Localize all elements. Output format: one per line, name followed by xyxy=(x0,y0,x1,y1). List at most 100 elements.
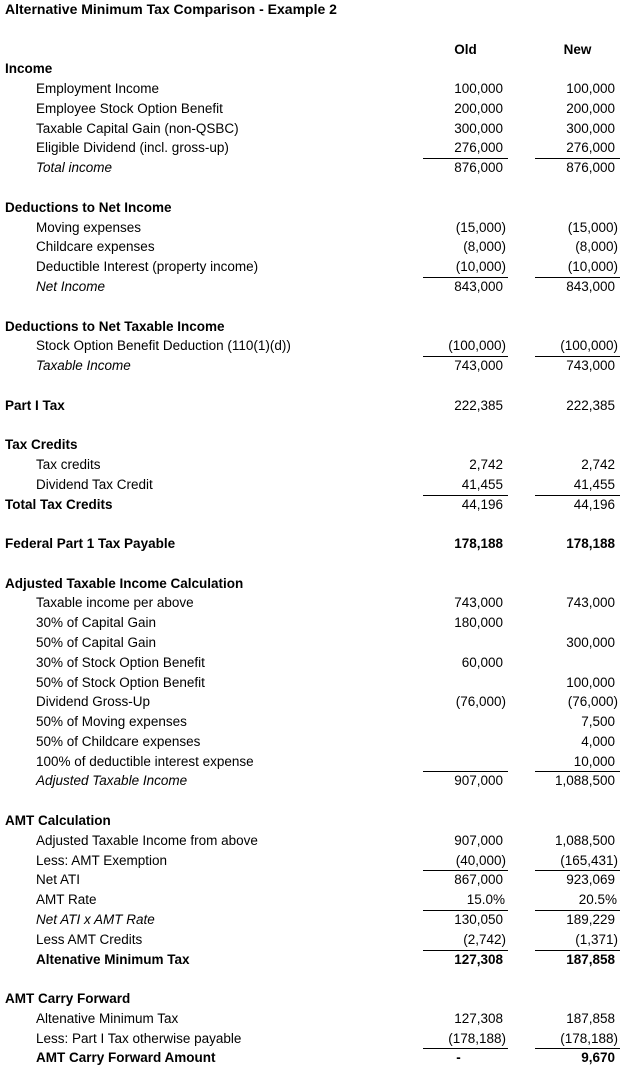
table-row: Employee Stock Option Benefit 200,000 200,… xyxy=(0,99,624,119)
section-label: Deductions to Net Taxable Income xyxy=(5,318,225,334)
table-row: Taxable Capital Gain (non-QSBC) 300,000 30… xyxy=(0,119,624,139)
old-value xyxy=(423,732,508,752)
row-label: 30% of Stock Option Benefit xyxy=(36,654,205,670)
column-gap xyxy=(508,653,535,673)
row-label: Adjusted Taxable Income from above xyxy=(36,832,258,848)
old-value: 100,000 xyxy=(454,81,503,97)
row-label: Net ATI xyxy=(36,872,81,888)
old-value: (40,000) xyxy=(423,851,508,872)
old-value xyxy=(423,435,508,455)
old-value xyxy=(423,59,508,79)
old-value xyxy=(423,574,508,594)
section-header-row: AMT Calculation xyxy=(0,811,624,831)
old-value xyxy=(423,673,508,693)
spacer-row xyxy=(0,297,624,317)
table-row: 50% of Childcare expenses 4,000 xyxy=(0,732,624,752)
row-label: 50% of Stock Option Benefit xyxy=(36,674,205,690)
table-row: Employment Income 100,000 100,000 xyxy=(0,79,624,99)
new-value: 100,000 xyxy=(566,81,615,97)
new-value: 743,000 xyxy=(566,595,615,611)
column-gap xyxy=(508,910,535,930)
row-label: Childcare expenses xyxy=(36,239,155,255)
column-gap xyxy=(508,138,535,159)
old-value: (178,188) xyxy=(423,1029,508,1050)
old-value xyxy=(423,633,508,653)
row-label: Net Income xyxy=(36,278,106,294)
column-gap xyxy=(508,475,535,496)
row-label: Dividend Tax Credit xyxy=(36,476,153,492)
old-value: (100,000) xyxy=(423,336,508,358)
column-gap xyxy=(508,99,535,119)
new-value: 300,000 xyxy=(566,635,615,650)
row-label: 50% of Capital Gain xyxy=(36,635,157,650)
page-title: Alternative Minimum Tax Comparison - Exa… xyxy=(5,1,337,17)
old-value: 743,000 xyxy=(454,595,503,611)
section-header-row: Adjusted Taxable Income Calculation xyxy=(0,574,624,594)
new-value: (1,371) xyxy=(535,930,620,951)
spacer-row xyxy=(0,376,624,396)
table-row: Part I Tax 222,385 222,385 xyxy=(0,396,624,416)
table-row: 30% of Stock Option Benefit 60,000 xyxy=(0,653,624,673)
old-value: 60,000 xyxy=(461,654,503,670)
table-row: Net ATI x AMT Rate 130,050 189,229 xyxy=(0,910,624,930)
column-gap xyxy=(508,851,535,872)
column-gap xyxy=(508,218,535,238)
section-label: Adjusted Taxable Income Calculation xyxy=(5,575,244,591)
row-label: 30% of Capital Gain xyxy=(36,615,157,631)
column-gap xyxy=(508,771,535,791)
old-value xyxy=(423,317,508,337)
column-gap xyxy=(508,435,535,455)
title-row: Alternative Minimum Tax Comparison - Exa… xyxy=(0,0,624,20)
table-row: 100% of deductible interest expense 10,00… xyxy=(0,752,624,773)
old-value: 907,000 xyxy=(454,773,503,789)
table-row: Taxable income per above 743,000 743,000 xyxy=(0,593,624,613)
row-label: Deductible Interest (property income) xyxy=(36,259,259,275)
column-gap xyxy=(508,356,535,376)
table-row: Less AMT Credits (2,742) (1,371) xyxy=(0,930,624,951)
row-label: Moving expenses xyxy=(36,219,142,235)
table-row: Dividend Tax Credit 41,455 41,455 xyxy=(0,475,624,496)
column-gap xyxy=(508,198,535,218)
row-label: Employee Stock Option Benefit xyxy=(36,100,223,116)
new-value: 9,670 xyxy=(581,1050,615,1066)
column-gap xyxy=(508,336,535,357)
column-gap xyxy=(508,950,535,970)
column-gap xyxy=(508,158,535,178)
old-value: 127,308 xyxy=(454,1010,503,1026)
column-gap xyxy=(508,59,535,79)
old-value: 200,000 xyxy=(454,100,503,116)
row-label: AMT Rate xyxy=(36,892,97,908)
old-value: (10,000) xyxy=(423,257,508,278)
table-row: Federal Part 1 Tax Payable 178,188 178,188 xyxy=(0,534,624,554)
column-gap xyxy=(508,673,535,693)
row-label: Federal Part 1 Tax Payable xyxy=(5,536,176,552)
new-value: 178,188 xyxy=(566,536,615,552)
column-gap xyxy=(508,692,535,712)
new-value xyxy=(535,574,620,594)
new-value xyxy=(535,613,620,633)
table-row: Moving expenses (15,000) (15,000) xyxy=(0,218,624,238)
old-value: 222,385 xyxy=(454,397,503,413)
column-gap xyxy=(508,396,535,416)
new-value xyxy=(535,198,620,218)
new-value: 100,000 xyxy=(566,674,615,690)
row-label: Stock Option Benefit Deduction (110(1)(d… xyxy=(36,338,291,354)
new-value: (165,431) xyxy=(535,851,620,872)
new-value: 923,069 xyxy=(566,872,615,888)
row-label: Dividend Gross-Up xyxy=(36,694,151,710)
row-label: Eligible Dividend (incl. gross-up) xyxy=(36,140,229,156)
new-value xyxy=(535,811,620,831)
old-value: 2,742 xyxy=(469,456,503,472)
spacer-row xyxy=(0,514,624,534)
old-value: 743,000 xyxy=(454,358,503,374)
column-gap xyxy=(508,237,535,257)
row-label: Taxable Income xyxy=(36,358,131,374)
column-gap xyxy=(508,890,535,911)
column-gap xyxy=(508,574,535,594)
section-label: AMT Calculation xyxy=(5,813,111,829)
old-value: (76,000) xyxy=(455,694,506,710)
row-label: Total income xyxy=(36,160,113,176)
new-value: 300,000 xyxy=(566,120,615,136)
column-gap xyxy=(508,752,535,773)
